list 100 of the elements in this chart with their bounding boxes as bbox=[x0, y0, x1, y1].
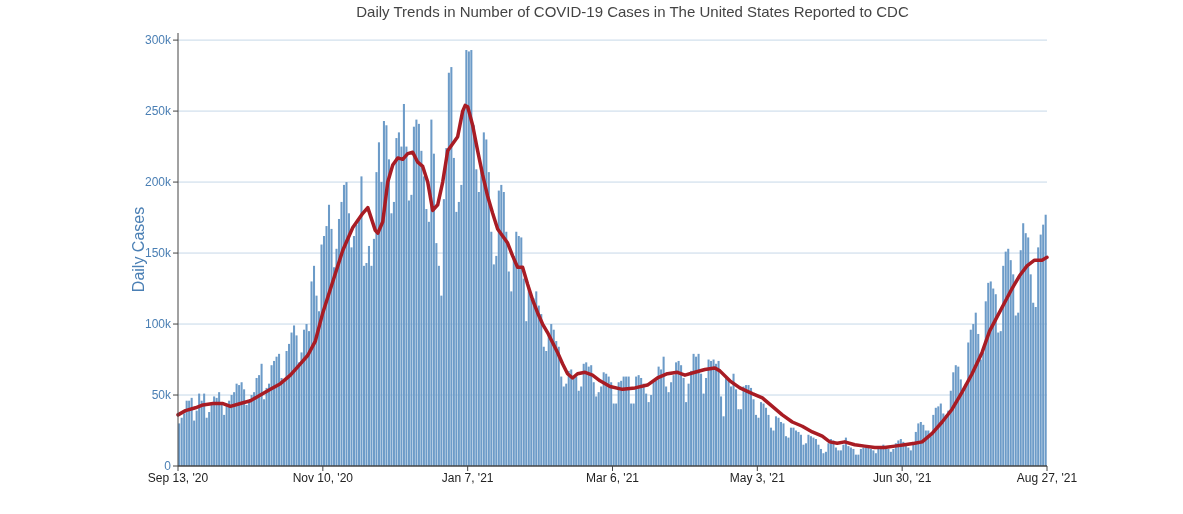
bar bbox=[697, 353, 700, 466]
bar bbox=[313, 265, 316, 466]
bar bbox=[622, 376, 625, 466]
bar bbox=[717, 360, 720, 466]
bar bbox=[662, 356, 665, 466]
bar bbox=[500, 184, 503, 466]
x-tick-label: Sep 13, '20 bbox=[147, 471, 209, 485]
y-tick-label: 100k bbox=[144, 317, 172, 332]
bar bbox=[225, 403, 228, 466]
bar bbox=[570, 369, 573, 466]
bar bbox=[585, 362, 588, 466]
bar bbox=[1044, 214, 1047, 466]
bar bbox=[385, 125, 388, 466]
chart-title: Daily Trends in Number of COVID-19 Cases in The United States Reported to CDC bbox=[356, 3, 909, 20]
bar bbox=[250, 395, 253, 466]
bar bbox=[230, 395, 233, 466]
bar bbox=[1027, 237, 1030, 466]
bar bbox=[482, 132, 485, 466]
bar bbox=[797, 431, 800, 466]
bar bbox=[535, 291, 538, 466]
bar bbox=[792, 427, 795, 466]
bar bbox=[657, 366, 660, 466]
bar bbox=[260, 363, 263, 466]
bar bbox=[185, 400, 188, 466]
bar bbox=[520, 237, 523, 466]
bar bbox=[550, 324, 553, 466]
bar bbox=[382, 121, 385, 466]
bar bbox=[470, 50, 473, 466]
bar bbox=[198, 393, 201, 466]
bar bbox=[607, 376, 610, 466]
bar bbox=[567, 370, 570, 466]
y-tick-label: 0 bbox=[164, 459, 172, 474]
bar bbox=[794, 430, 797, 466]
bar bbox=[265, 387, 268, 466]
bar bbox=[782, 423, 785, 466]
bar bbox=[789, 427, 792, 466]
bar bbox=[974, 312, 977, 466]
bar bbox=[777, 417, 780, 466]
bar bbox=[652, 382, 655, 466]
bar bbox=[640, 377, 643, 466]
bar bbox=[715, 363, 718, 466]
bar bbox=[515, 231, 518, 466]
bar bbox=[275, 356, 278, 466]
y-tick-label: 150k bbox=[144, 246, 172, 261]
bar bbox=[415, 119, 418, 466]
bar bbox=[742, 386, 745, 466]
bar bbox=[759, 402, 763, 466]
x-tick-label: Jun 30, '21 bbox=[872, 471, 932, 485]
bar bbox=[190, 397, 193, 466]
bar bbox=[355, 224, 358, 466]
x-tick-label: Jan 7, '21 bbox=[441, 471, 494, 485]
bar bbox=[255, 377, 258, 466]
bar bbox=[278, 353, 281, 466]
bar bbox=[1022, 223, 1025, 466]
bar bbox=[590, 365, 593, 466]
bar bbox=[430, 119, 433, 466]
bar bbox=[889, 451, 892, 466]
bar bbox=[749, 387, 753, 466]
bar bbox=[293, 325, 296, 466]
bar bbox=[397, 132, 400, 466]
bar bbox=[692, 353, 695, 466]
bar bbox=[587, 366, 590, 466]
bar bbox=[402, 103, 405, 466]
bar bbox=[327, 204, 331, 466]
bar bbox=[819, 448, 822, 466]
bar bbox=[240, 382, 243, 466]
bar bbox=[203, 393, 206, 466]
bar bbox=[774, 416, 778, 466]
y-axis-title: Daily Cases bbox=[130, 206, 147, 293]
bar bbox=[874, 453, 877, 466]
bar bbox=[305, 324, 308, 466]
bar bbox=[575, 376, 578, 466]
bar bbox=[732, 373, 735, 466]
bar bbox=[273, 360, 276, 466]
bar bbox=[417, 123, 420, 466]
y-tick-label: 300k bbox=[144, 33, 172, 48]
bar bbox=[707, 359, 710, 466]
bar bbox=[342, 184, 346, 466]
bar bbox=[1004, 251, 1007, 466]
bar bbox=[360, 176, 363, 466]
bar bbox=[872, 450, 875, 466]
y-tick-label: 250k bbox=[144, 104, 172, 119]
bar bbox=[602, 372, 605, 466]
bar bbox=[779, 421, 782, 466]
bar bbox=[680, 365, 683, 466]
bar bbox=[957, 366, 960, 466]
bar bbox=[1007, 248, 1010, 466]
x-tick-label: May 3, '21 bbox=[729, 471, 786, 485]
bar bbox=[695, 356, 698, 466]
y-tick-label: 200k bbox=[144, 175, 172, 190]
bar bbox=[605, 373, 608, 466]
bar bbox=[762, 403, 765, 466]
bar bbox=[270, 365, 273, 466]
bar bbox=[954, 365, 957, 466]
bar bbox=[450, 67, 453, 466]
bar bbox=[377, 142, 380, 466]
bar bbox=[799, 434, 802, 466]
y-tick-label: 50k bbox=[151, 388, 172, 403]
bar bbox=[180, 417, 183, 466]
bar bbox=[617, 382, 620, 466]
